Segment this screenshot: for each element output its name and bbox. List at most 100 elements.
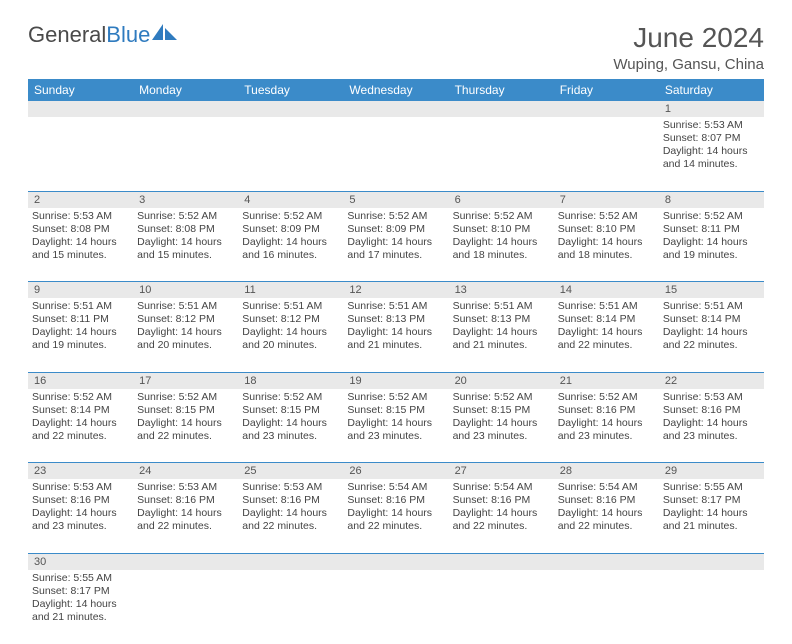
day-number-row: 30 — [28, 553, 764, 570]
sunset-line: Sunset: 8:14 PM — [558, 313, 655, 326]
sunset-line: Sunset: 8:12 PM — [242, 313, 339, 326]
day-cell-content: Sunrise: 5:52 AMSunset: 8:10 PMDaylight:… — [453, 210, 550, 263]
day-cell: Sunrise: 5:52 AMSunset: 8:15 PMDaylight:… — [133, 389, 238, 463]
day-of-week-header: Monday — [133, 79, 238, 101]
day-cell-content: Sunrise: 5:54 AMSunset: 8:16 PMDaylight:… — [347, 481, 444, 534]
day-number-row: 1 — [28, 101, 764, 117]
day-cell: Sunrise: 5:52 AMSunset: 8:15 PMDaylight:… — [449, 389, 554, 463]
day-number-cell: 21 — [554, 372, 659, 389]
day-cell-content: Sunrise: 5:54 AMSunset: 8:16 PMDaylight:… — [558, 481, 655, 534]
day-cell: Sunrise: 5:51 AMSunset: 8:11 PMDaylight:… — [28, 298, 133, 372]
day-cell-content: Sunrise: 5:51 AMSunset: 8:14 PMDaylight:… — [663, 300, 760, 353]
day-cell: Sunrise: 5:54 AMSunset: 8:16 PMDaylight:… — [449, 479, 554, 553]
day-cell-content: Sunrise: 5:52 AMSunset: 8:14 PMDaylight:… — [32, 391, 129, 444]
day-number-cell — [238, 553, 343, 570]
daylight-line: Daylight: 14 hours and 21 minutes. — [32, 598, 129, 624]
day-number-cell: 12 — [343, 282, 448, 299]
day-cell-content: Sunrise: 5:52 AMSunset: 8:08 PMDaylight:… — [137, 210, 234, 263]
daylight-line: Daylight: 14 hours and 23 minutes. — [453, 417, 550, 443]
day-of-week-header: Friday — [554, 79, 659, 101]
day-cell — [238, 117, 343, 191]
day-cell-content: Sunrise: 5:52 AMSunset: 8:15 PMDaylight:… — [137, 391, 234, 444]
day-number: 25 — [244, 465, 256, 477]
sunset-line: Sunset: 8:09 PM — [242, 223, 339, 236]
day-number-cell: 22 — [659, 372, 764, 389]
day-number: 27 — [455, 465, 467, 477]
day-number: 21 — [560, 375, 572, 387]
daylight-line: Daylight: 14 hours and 20 minutes. — [242, 326, 339, 352]
sunset-line: Sunset: 8:16 PM — [558, 494, 655, 507]
logo-sail-icon — [152, 22, 178, 42]
day-cell: Sunrise: 5:51 AMSunset: 8:12 PMDaylight:… — [238, 298, 343, 372]
logo-text-main: General — [28, 22, 106, 48]
daylight-line: Daylight: 14 hours and 15 minutes. — [137, 236, 234, 262]
sunset-line: Sunset: 8:16 PM — [242, 494, 339, 507]
day-cell — [343, 570, 448, 644]
day-number: 7 — [560, 194, 566, 206]
daylight-line: Daylight: 14 hours and 14 minutes. — [663, 145, 760, 171]
week-row: Sunrise: 5:55 AMSunset: 8:17 PMDaylight:… — [28, 570, 764, 644]
day-number-cell — [133, 553, 238, 570]
sunrise-line: Sunrise: 5:52 AM — [453, 210, 550, 223]
day-cell-content: Sunrise: 5:52 AMSunset: 8:09 PMDaylight:… — [347, 210, 444, 263]
daylight-line: Daylight: 14 hours and 19 minutes. — [663, 236, 760, 262]
day-cell-content: Sunrise: 5:51 AMSunset: 8:11 PMDaylight:… — [32, 300, 129, 353]
sunrise-line: Sunrise: 5:54 AM — [347, 481, 444, 494]
day-number-row: 2345678 — [28, 191, 764, 208]
day-cell: Sunrise: 5:51 AMSunset: 8:13 PMDaylight:… — [449, 298, 554, 372]
day-of-week-header: Wednesday — [343, 79, 448, 101]
day-number: 11 — [244, 284, 255, 296]
logo-text-accent: Blue — [106, 22, 150, 48]
day-cell: Sunrise: 5:51 AMSunset: 8:12 PMDaylight:… — [133, 298, 238, 372]
day-cell — [554, 117, 659, 191]
day-number-cell: 4 — [238, 191, 343, 208]
day-number-row: 16171819202122 — [28, 372, 764, 389]
day-number-cell: 29 — [659, 463, 764, 480]
day-number: 15 — [665, 284, 677, 296]
day-cell: Sunrise: 5:52 AMSunset: 8:10 PMDaylight:… — [554, 208, 659, 282]
sunset-line: Sunset: 8:11 PM — [663, 223, 760, 236]
day-cell — [659, 570, 764, 644]
day-number-cell — [238, 101, 343, 117]
day-cell: Sunrise: 5:52 AMSunset: 8:14 PMDaylight:… — [28, 389, 133, 463]
day-cell: Sunrise: 5:52 AMSunset: 8:15 PMDaylight:… — [238, 389, 343, 463]
day-number: 3 — [139, 194, 145, 206]
sunset-line: Sunset: 8:15 PM — [137, 404, 234, 417]
day-cell: Sunrise: 5:53 AMSunset: 8:07 PMDaylight:… — [659, 117, 764, 191]
day-cell-content: Sunrise: 5:51 AMSunset: 8:13 PMDaylight:… — [347, 300, 444, 353]
daylight-line: Daylight: 14 hours and 23 minutes. — [242, 417, 339, 443]
day-cell: Sunrise: 5:51 AMSunset: 8:13 PMDaylight:… — [343, 298, 448, 372]
day-number-cell: 14 — [554, 282, 659, 299]
day-number: 1 — [665, 103, 671, 115]
day-number-cell: 28 — [554, 463, 659, 480]
day-number: 8 — [665, 194, 671, 206]
day-number: 26 — [349, 465, 361, 477]
day-number-cell: 8 — [659, 191, 764, 208]
day-cell: Sunrise: 5:51 AMSunset: 8:14 PMDaylight:… — [554, 298, 659, 372]
day-cell: Sunrise: 5:52 AMSunset: 8:08 PMDaylight:… — [133, 208, 238, 282]
day-cell: Sunrise: 5:53 AMSunset: 8:16 PMDaylight:… — [133, 479, 238, 553]
day-number-cell: 9 — [28, 282, 133, 299]
day-cell: Sunrise: 5:52 AMSunset: 8:10 PMDaylight:… — [449, 208, 554, 282]
daylight-line: Daylight: 14 hours and 23 minutes. — [663, 417, 760, 443]
sunrise-line: Sunrise: 5:51 AM — [558, 300, 655, 313]
sunrise-line: Sunrise: 5:52 AM — [137, 210, 234, 223]
sunrise-line: Sunrise: 5:52 AM — [558, 391, 655, 404]
day-number: 19 — [349, 375, 361, 387]
day-number: 4 — [244, 194, 250, 206]
day-of-week-row: SundayMondayTuesdayWednesdayThursdayFrid… — [28, 79, 764, 101]
title-block: June 2024 Wuping, Gansu, China — [613, 22, 764, 73]
sunset-line: Sunset: 8:09 PM — [347, 223, 444, 236]
daylight-line: Daylight: 14 hours and 21 minutes. — [453, 326, 550, 352]
day-of-week-header: Sunday — [28, 79, 133, 101]
sunrise-line: Sunrise: 5:52 AM — [242, 391, 339, 404]
day-cell: Sunrise: 5:52 AMSunset: 8:16 PMDaylight:… — [554, 389, 659, 463]
day-number-cell: 18 — [238, 372, 343, 389]
day-cell — [133, 117, 238, 191]
day-number-cell — [133, 101, 238, 117]
sunset-line: Sunset: 8:13 PM — [453, 313, 550, 326]
day-number-cell: 2 — [28, 191, 133, 208]
day-number-cell: 13 — [449, 282, 554, 299]
daylight-line: Daylight: 14 hours and 22 minutes. — [347, 507, 444, 533]
day-number: 16 — [34, 375, 46, 387]
